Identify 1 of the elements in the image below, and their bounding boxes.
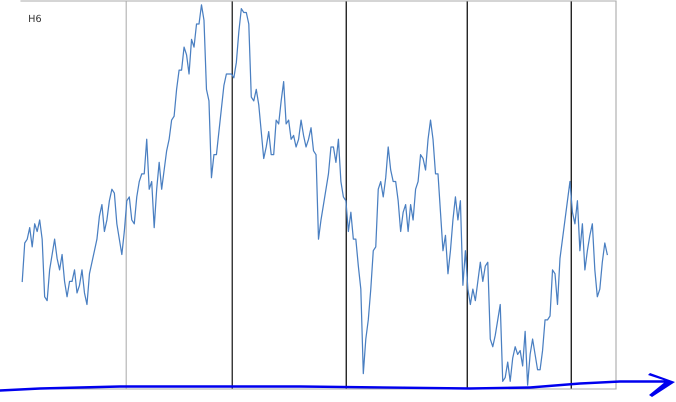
text: H6	[29, 14, 42, 22]
